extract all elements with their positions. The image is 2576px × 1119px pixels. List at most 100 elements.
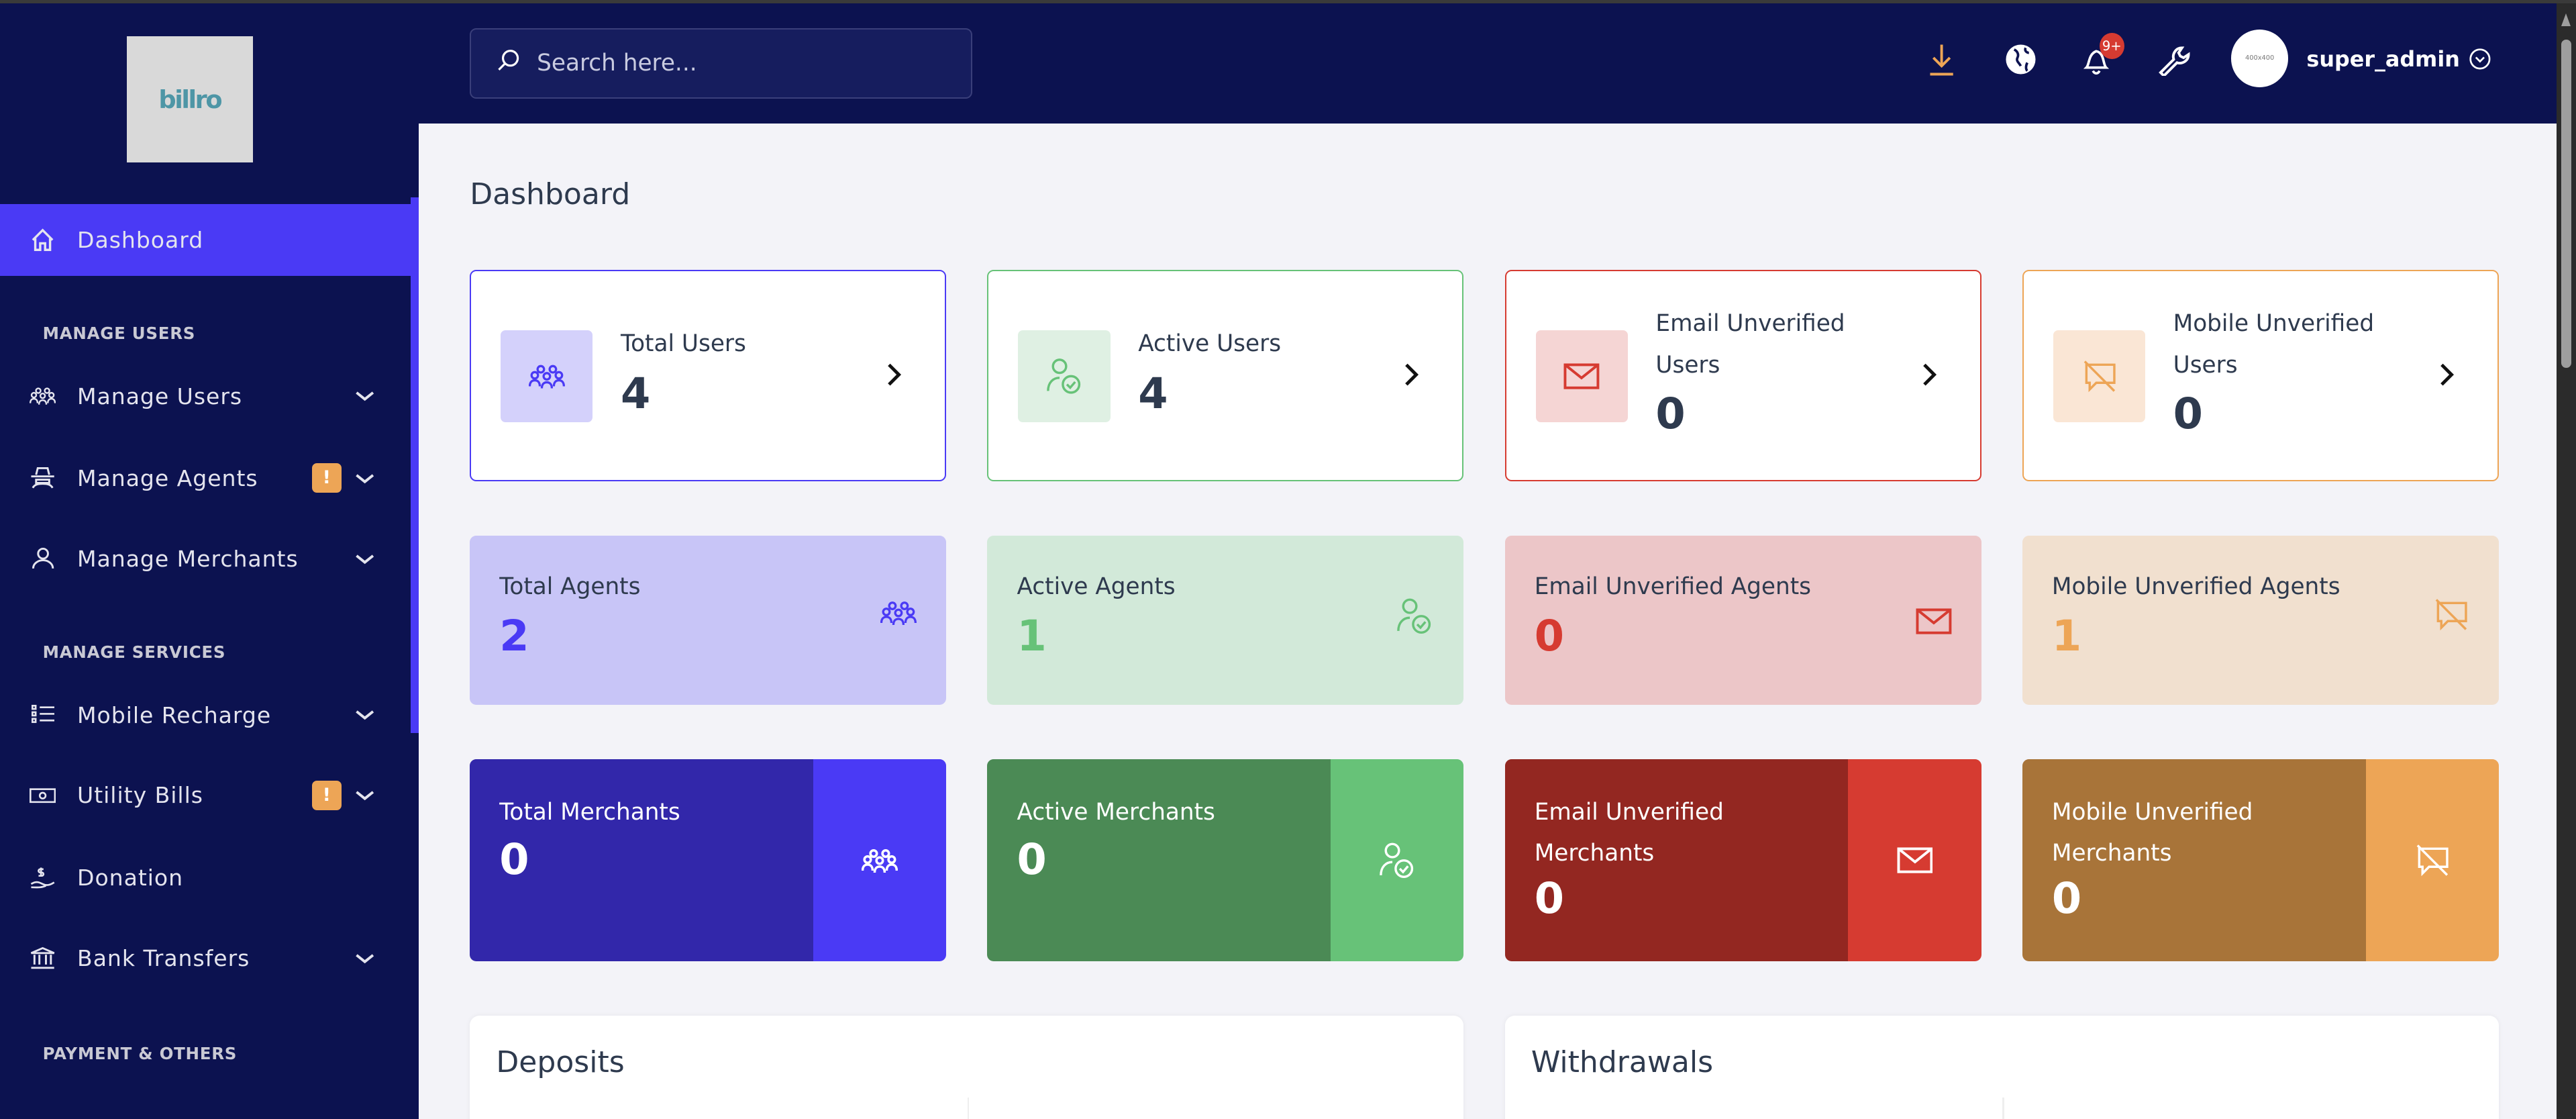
top-header: 9+ 400x400 super_admin [419, 3, 2557, 124]
chevron-down-icon [355, 552, 374, 566]
panel-title: Deposits [496, 1045, 625, 1080]
email-unverified-merchants-card[interactable]: Email Unverified Merchants 0 [1504, 759, 1981, 962]
users-group-icon [813, 759, 947, 962]
card-value: 0 [1017, 834, 1047, 885]
card-body [1504, 759, 1849, 962]
card-body [2022, 759, 2366, 962]
chevron-down-icon [355, 952, 374, 965]
section-manage-services: MANAGE SERVICES [42, 642, 226, 663]
logo-text: billro [158, 85, 222, 114]
list-icon [30, 701, 56, 728]
chevron-down-icon [355, 789, 374, 802]
total-agents-card[interactable]: Total Agents 2 [470, 536, 947, 706]
sidebar-item-dashboard[interactable]: Dashboard [0, 203, 411, 277]
envelope-icon [1848, 759, 1981, 962]
card-label: Total Merchants [499, 799, 680, 826]
download-icon[interactable] [1924, 40, 1960, 79]
chevron-right-icon[interactable] [2438, 363, 2455, 393]
sidebar-item-label: Manage Users [77, 383, 243, 409]
card-label: Email Unverified Merchants [1534, 799, 1724, 867]
card-label: Email Unverified Users [1655, 310, 1845, 379]
total-merchants-card[interactable]: Total Merchants 0 [470, 759, 947, 962]
card-label: Mobile Unverified Merchants [2051, 799, 2253, 867]
home-icon [30, 227, 56, 253]
globe-icon[interactable] [2002, 40, 2039, 79]
user-check-icon [1395, 595, 1435, 644]
panel-title: Withdrawals [1531, 1045, 1714, 1080]
users-group-icon [501, 330, 593, 422]
sidebar-item-label: Manage Merchants [77, 545, 299, 572]
card-value: 0 [1655, 389, 1686, 439]
card-label: Mobile Unverified Users [2173, 310, 2375, 379]
card-value: 4 [1138, 369, 1168, 420]
users-group-icon [30, 383, 56, 409]
sidebar-item-label: Dashboard [77, 226, 204, 253]
warning-badge: ! [312, 463, 342, 493]
sidebar: billro Dashboard MANAGE USERS Manage Use… [0, 3, 419, 1119]
card-label: Active Merchants [1017, 799, 1215, 826]
active-merchants-card[interactable]: Active Merchants 0 [987, 759, 1464, 962]
avatar-placeholder-text: 400x400 [2245, 54, 2275, 62]
card-label: Mobile Unverified Agents [2051, 573, 2340, 601]
envelope-icon [1535, 330, 1628, 422]
mobile-off-icon [2053, 330, 2145, 422]
sidebar-item-bank-transfers[interactable]: Bank Transfers [0, 922, 411, 994]
notification-badge: 9+ [2099, 32, 2124, 60]
user-icon [30, 546, 56, 572]
chevron-right-icon[interactable] [886, 363, 902, 393]
bell-icon[interactable]: 9+ [2078, 32, 2124, 79]
chevron-right-icon[interactable] [1403, 363, 1419, 393]
mobile-unverified-merchants-card[interactable]: Mobile Unverified Merchants 0 [2022, 759, 2499, 962]
agent-icon [30, 465, 56, 491]
email-unverified-users-card[interactable]: Email Unverified Users 0 [1504, 269, 1981, 482]
active-users-card[interactable]: Active Users 4 [987, 269, 1464, 482]
chevron-down-icon [355, 708, 374, 722]
sidebar-scrollbar[interactable] [411, 197, 419, 733]
card-value: 0 [499, 834, 529, 885]
card-body [470, 759, 813, 962]
section-payment-others: PAYMENT & OTHERS [42, 1043, 238, 1063]
mobile-unverified-users-card[interactable]: Mobile Unverified Users 0 [2022, 269, 2499, 482]
window-top-border [0, 0, 2576, 3]
search-input[interactable] [537, 50, 931, 77]
chevron-down-icon [355, 472, 374, 485]
divider [968, 1098, 970, 1119]
sidebar-item-manage-users[interactable]: Manage Users [0, 360, 411, 432]
active-agents-card[interactable]: Active Agents 1 [987, 536, 1464, 706]
page-scrollbar[interactable] [2556, 3, 2576, 1119]
logo[interactable]: billro [126, 36, 254, 163]
sidebar-item-manage-agents[interactable]: Manage Agents ! [0, 442, 411, 515]
avatar[interactable]: 400x400 [2230, 30, 2289, 87]
sidebar-item-label: Donation [77, 864, 184, 891]
card-value: 1 [2051, 611, 2082, 661]
card-value: 0 [2173, 389, 2203, 439]
chevron-down-icon [355, 389, 374, 403]
wrench-icon[interactable] [2155, 40, 2192, 79]
total-users-card[interactable]: Total Users 4 [470, 269, 947, 482]
chevron-right-icon[interactable] [1921, 363, 1937, 393]
sidebar-item-donation[interactable]: Donation [0, 842, 411, 914]
mobile-off-icon [2365, 759, 2499, 962]
envelope-icon [1916, 608, 1952, 641]
email-unverified-agents-card[interactable]: Email Unverified Agents 0 [1504, 536, 1981, 706]
money-bill-icon [30, 782, 56, 808]
card-value: 4 [620, 369, 651, 420]
search-box[interactable] [470, 28, 973, 99]
section-manage-users: MANAGE USERS [42, 324, 196, 344]
chevron-down-circle-icon[interactable] [2469, 46, 2491, 77]
username[interactable]: super_admin [2306, 46, 2460, 72]
users-group-icon [880, 598, 917, 634]
scrollbar-thumb[interactable] [2561, 39, 2571, 369]
sidebar-item-manage-merchants[interactable]: Manage Merchants [0, 523, 411, 595]
sidebar-item-mobile-recharge[interactable]: Mobile Recharge [0, 679, 411, 751]
card-value: 2 [499, 611, 529, 661]
mobile-unverified-agents-card[interactable]: Mobile Unverified Agents 1 [2022, 536, 2499, 706]
sidebar-item-utility-bills[interactable]: Utility Bills ! [0, 759, 411, 832]
deposits-panel: Deposits [470, 1016, 1464, 1119]
sidebar-item-label: Mobile Recharge [77, 701, 272, 728]
sidebar-item-label: Manage Agents [77, 465, 258, 491]
card-label: Total Agents [499, 573, 641, 601]
scroll-up-arrow[interactable] [2561, 13, 2571, 26]
card-label: Total Users [620, 330, 746, 357]
warning-badge: ! [312, 780, 342, 810]
